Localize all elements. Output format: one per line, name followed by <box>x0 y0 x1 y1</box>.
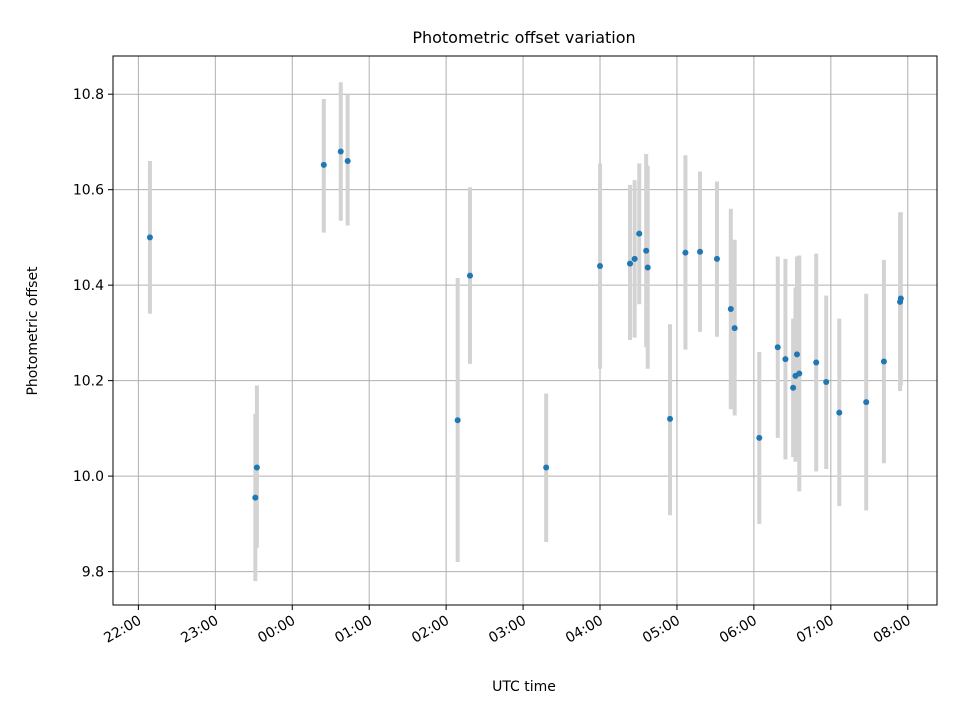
x-tick-label: 07:00 <box>794 613 837 647</box>
data-point <box>253 464 260 471</box>
x-tick-label: 22:00 <box>101 613 144 647</box>
data-point <box>756 434 763 441</box>
data-point <box>836 409 843 416</box>
data-point <box>697 248 704 255</box>
grid <box>113 56 937 605</box>
data-point <box>790 384 797 391</box>
x-tick-label: 23:00 <box>178 613 221 647</box>
y-tick-label: 10.6 <box>73 183 104 199</box>
data-point <box>880 358 887 365</box>
data-point <box>863 399 870 406</box>
data-point <box>897 295 904 302</box>
x-tick-label: 04:00 <box>563 613 606 647</box>
y-tick-label: 10.2 <box>73 374 104 390</box>
x-tick-label: 05:00 <box>640 613 683 647</box>
data-point <box>631 255 638 262</box>
y-tick-label: 9.8 <box>82 565 104 581</box>
data-point <box>774 344 781 351</box>
data-point <box>337 148 344 155</box>
data-point <box>454 417 461 424</box>
data-point <box>466 272 473 279</box>
data-point <box>320 161 327 168</box>
data-point <box>727 306 734 313</box>
x-tick-label: 00:00 <box>255 613 298 647</box>
data-point <box>543 464 550 471</box>
plot-frame <box>112 55 938 606</box>
data-point <box>793 351 800 358</box>
y-tick-label: 10.0 <box>73 469 104 485</box>
data-point <box>667 415 674 422</box>
data-point <box>682 249 689 256</box>
error-bars <box>147 82 903 582</box>
x-tick-label: 03:00 <box>486 613 529 647</box>
x-axis-label: UTC time <box>492 679 556 695</box>
data-point <box>597 263 604 270</box>
data-point <box>644 264 651 271</box>
data-point <box>782 356 789 363</box>
data-points <box>146 148 904 501</box>
x-axis-ticks: 22:00 23:00 00:00 01:00 02:00 03:00 04:00 05:00… <box>101 605 914 647</box>
y-axis-ticks: 9.8 10.0 10.2 10.4 10.6 10.8 <box>73 87 113 581</box>
x-tick-label: 01:00 <box>332 613 375 647</box>
y-axis-label: Photometric offset <box>25 266 41 396</box>
chart-title: Photometric offset variation <box>412 28 635 47</box>
data-point <box>823 379 830 386</box>
data-point <box>636 230 643 237</box>
data-point <box>627 260 634 267</box>
data-point <box>643 247 650 254</box>
data-point <box>713 255 720 262</box>
data-point <box>813 359 820 366</box>
y-tick-label: 10.8 <box>73 87 104 103</box>
data-point <box>731 325 738 332</box>
data-point <box>344 158 351 165</box>
data-point <box>146 234 153 241</box>
x-tick-label: 02:00 <box>409 613 452 647</box>
x-tick-label: 06:00 <box>717 613 760 647</box>
x-tick-label: 08:00 <box>871 613 914 647</box>
data-point <box>252 494 259 501</box>
y-tick-label: 10.4 <box>73 278 104 294</box>
data-point <box>796 370 803 377</box>
